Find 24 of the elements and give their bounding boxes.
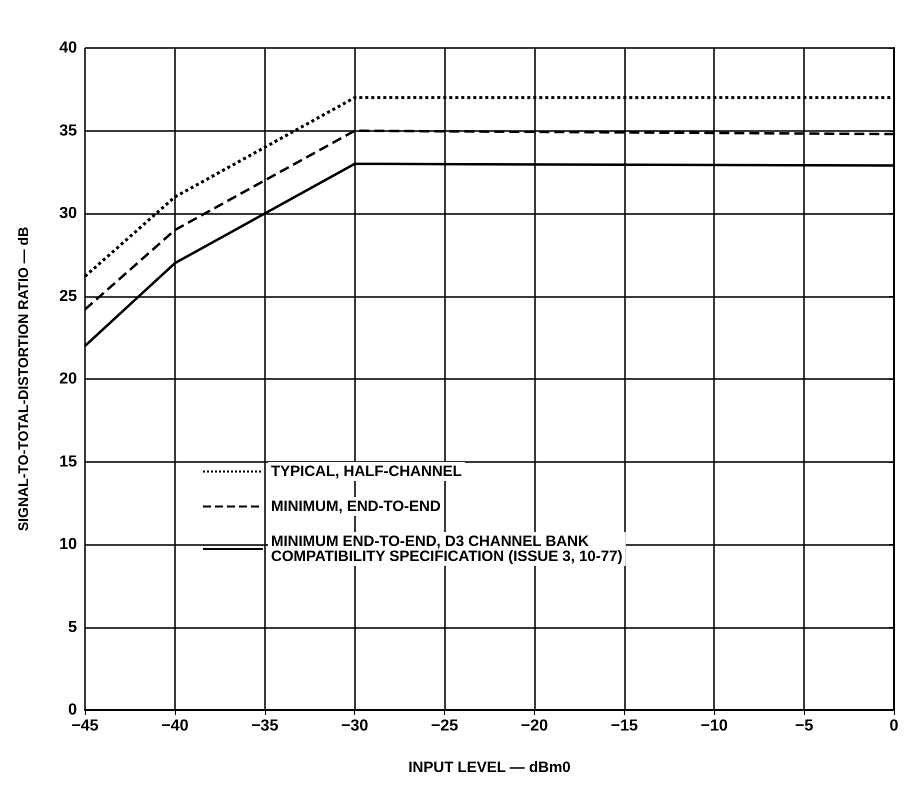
legend-label: MINIMUM, END-TO-END (271, 498, 441, 515)
y-tick-label: 40 (59, 40, 78, 56)
x-tick-label: −35 (251, 718, 278, 734)
y-tick-label: 25 (59, 288, 78, 305)
x-axis-title: INPUT LEVEL — dBm0 (408, 759, 571, 776)
y-tick-label: 35 (59, 122, 78, 140)
x-tick-label: 0 (890, 718, 899, 734)
x-tick-label: −25 (430, 718, 458, 734)
y-tick-label: 20 (59, 370, 78, 388)
x-tick-label: −10 (700, 718, 728, 734)
x-tick-label: −20 (520, 718, 548, 734)
y-tick-label: 5 (68, 618, 78, 636)
y-tick-label: 0 (68, 702, 78, 718)
x-tick-label: −45 (71, 718, 99, 734)
x-tick-label: −40 (161, 718, 189, 734)
x-tick-label: −15 (610, 718, 638, 734)
x-tick-label: −5 (794, 718, 814, 734)
y-tick-label: 30 (59, 205, 78, 222)
y-tick-label: 15 (59, 453, 78, 470)
legend-label: TYPICAL, HALF-CHANNEL (271, 463, 462, 480)
y-tick-label: 10 (59, 536, 78, 553)
x-tick-label: −30 (341, 718, 368, 734)
legend-label: MINIMUM END-TO-END, D3 CHANNEL BANK COMPATIBILITY SPECIFICATION (ISSUE 3, 10-77) (271, 533, 622, 565)
y-axis-title: SIGNAL-TO-TOTAL-DISTORTION RATIO — dB (15, 226, 31, 532)
